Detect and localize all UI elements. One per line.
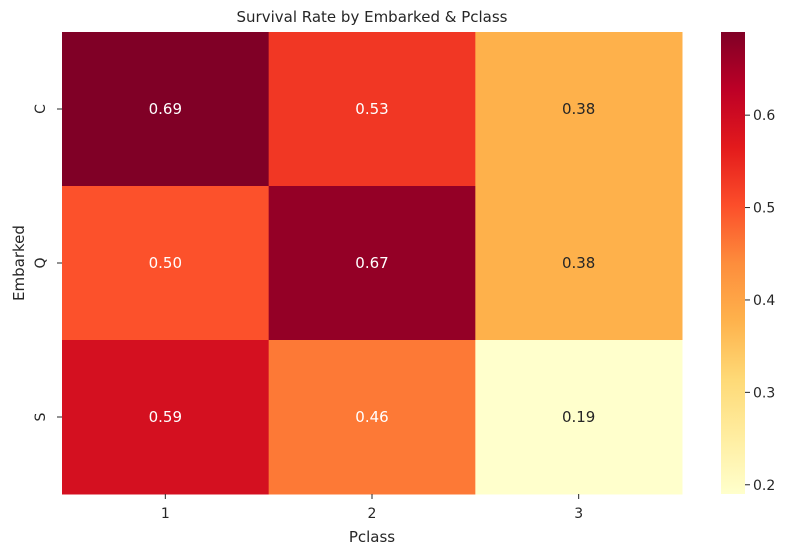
heatmap-cell (475, 340, 683, 495)
heatmap-cells: 0.69 0.53 0.38 0.50 0.67 0.38 0.59 0.46 0.19 (62, 32, 683, 495)
colorbar-ticks: 0.2 0.3 0.4 0.5 0.6 (745, 108, 775, 494)
cell-value-label: 0.38 (562, 100, 595, 118)
x-tick-label: 3 (574, 506, 583, 522)
heatmap-cell (62, 340, 270, 495)
colorbar-tick-label: 0.5 (753, 201, 775, 217)
colorbar-tick-label: 0.3 (753, 385, 775, 401)
cell-value-label: 0.69 (149, 100, 182, 118)
y-tick-label: S (33, 412, 49, 421)
colorbar-tick-label: 0.4 (753, 293, 775, 309)
x-axis-label: Pclass (349, 528, 395, 546)
cell-value-label: 0.50 (149, 254, 182, 272)
x-tick-label: 1 (161, 506, 170, 522)
colorbar-tick-label: 0.2 (753, 478, 775, 494)
heatmap-cell (475, 32, 683, 187)
x-tick-label: 2 (368, 506, 377, 522)
y-axis-ticks: C Q S (33, 104, 62, 421)
colorbar-tick-label: 0.6 (753, 108, 775, 124)
cell-value-label: 0.67 (355, 254, 388, 272)
colorbar (721, 32, 745, 494)
heatmap-cell (268, 32, 476, 187)
heatmap-cell (475, 186, 683, 341)
x-axis-ticks: 1 2 3 (161, 494, 583, 522)
heatmap-cell (268, 186, 476, 341)
chart-title: Survival Rate by Embarked & Pclass (237, 8, 508, 26)
heatmap-cell (62, 186, 270, 341)
cell-value-label: 0.46 (355, 408, 388, 426)
cell-value-label: 0.38 (562, 254, 595, 272)
cell-value-label: 0.53 (355, 100, 388, 118)
cell-value-label: 0.59 (149, 408, 182, 426)
y-axis-label: Embarked (10, 225, 28, 301)
y-tick-label: C (33, 104, 49, 114)
y-tick-label: Q (33, 257, 49, 268)
heatmap-cell (268, 340, 476, 495)
cell-value-label: 0.19 (562, 408, 595, 426)
heatmap-cell (62, 32, 270, 187)
